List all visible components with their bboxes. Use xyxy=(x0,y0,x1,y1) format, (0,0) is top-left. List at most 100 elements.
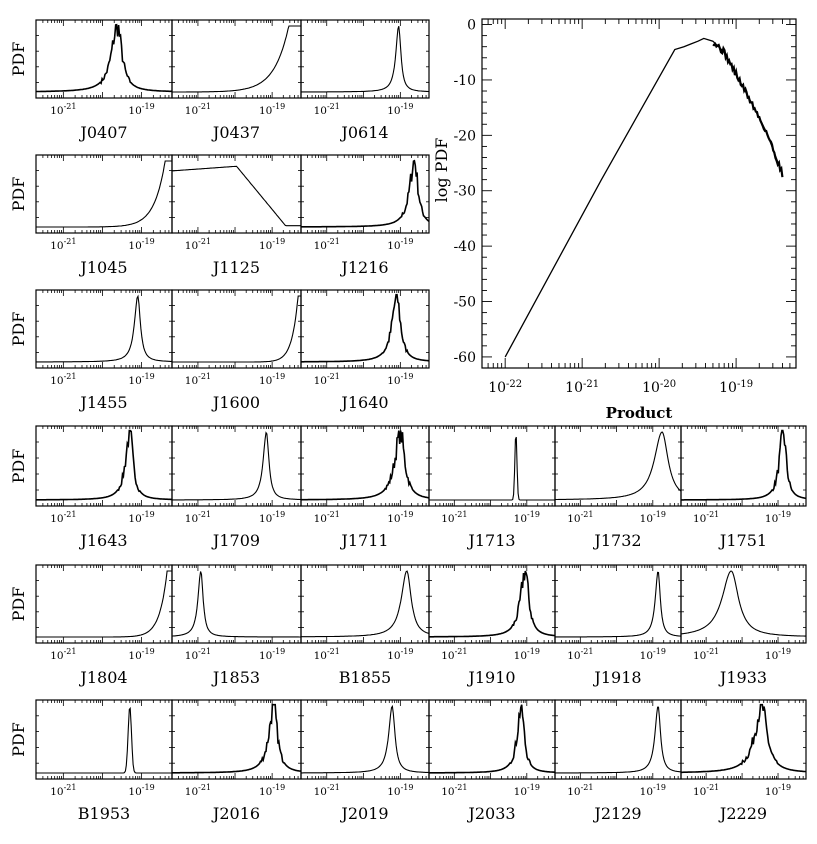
tick-label: 10-19 xyxy=(128,237,154,252)
tick-label: 10-19 xyxy=(259,647,285,662)
tick-label: 10-21 xyxy=(185,510,211,525)
pdf-curve xyxy=(36,706,172,774)
pdf-curve xyxy=(429,570,556,638)
pdf-curve xyxy=(555,706,682,774)
pulsar-name: J1918 xyxy=(592,668,641,687)
tick-label: 10-19 xyxy=(640,783,666,798)
x-tick-label: 10-19 xyxy=(719,379,753,396)
tick-label: 10-21 xyxy=(567,647,593,662)
tick-label: 10-21 xyxy=(50,510,76,525)
tick-label: 10-21 xyxy=(314,647,340,662)
panel-frame xyxy=(300,289,430,369)
pdf-curve xyxy=(429,704,555,774)
pulsar-name: J1216 xyxy=(339,258,388,277)
panel-j1640: 10-21 10-19 J1640 xyxy=(300,289,430,412)
pdf-axis-label: PDF xyxy=(9,312,28,347)
pulsar-name: J1125 xyxy=(211,258,260,277)
pulsar-name: J2229 xyxy=(718,804,767,823)
tick-label: 10-19 xyxy=(640,647,666,662)
tick-label: 10-21 xyxy=(693,647,719,662)
panel-frame xyxy=(171,699,302,780)
pulsar-name: J1640 xyxy=(339,393,388,412)
tick-label: 10-19 xyxy=(387,647,413,662)
pdf-curve xyxy=(681,429,807,501)
tick-label: 10-21 xyxy=(314,510,340,525)
pdf-curve xyxy=(301,293,430,363)
pulsar-name: J2016 xyxy=(211,804,260,823)
tick-label: 10-21 xyxy=(567,783,593,798)
pdf-curve xyxy=(172,25,301,93)
pulsar-name: J1853 xyxy=(211,668,260,687)
pdf-curve xyxy=(36,429,172,501)
panel-j1751: 10-21 10-19 J1751 xyxy=(680,425,807,550)
pulsar-name: J1751 xyxy=(718,531,767,550)
pdf-axis-label: PDF xyxy=(9,449,28,484)
pdf-curve xyxy=(36,294,172,363)
pulsar-name: J1709 xyxy=(211,531,260,550)
pdf-curve xyxy=(301,570,430,638)
tick-label: 10-19 xyxy=(765,647,791,662)
pulsar-name: J1732 xyxy=(592,531,641,550)
pulsar-name: J1933 xyxy=(718,668,767,687)
tick-label: 10-19 xyxy=(128,647,154,662)
x-axis-title: Product xyxy=(606,404,673,422)
tick-label: 10-19 xyxy=(128,372,154,387)
pulsar-name: B1855 xyxy=(339,668,391,687)
tick-label: 10-21 xyxy=(50,647,76,662)
panel-b1953: 10-21 10-19 B1953 PDF xyxy=(9,699,173,823)
y-tick-label: -60 xyxy=(453,350,476,366)
tick-label: 10-19 xyxy=(259,372,285,387)
tick-label: 10-19 xyxy=(514,647,540,662)
pdf-curve xyxy=(172,295,301,363)
pulsar-name: J1910 xyxy=(466,668,515,687)
panel-frame xyxy=(35,564,173,644)
tick-label: 10-21 xyxy=(314,372,340,387)
tick-label: 10-21 xyxy=(185,102,211,117)
panel-j1910: 10-21 10-19 J1910 xyxy=(428,564,556,687)
pdf-axis-label: PDF xyxy=(9,587,28,622)
pdf-curve xyxy=(301,26,429,93)
panel-frame xyxy=(680,425,807,507)
y-axis-title: log PDF xyxy=(432,138,451,203)
panel-j2019: 10-21 10-19 J2019 xyxy=(300,699,430,823)
panel-j2016: 10-21 10-19 J2016 xyxy=(171,699,302,823)
panel-j1918: 10-21 10-19 J1918 xyxy=(554,564,682,687)
panel-j1933: 10-21 10-19 J1933 xyxy=(680,564,807,687)
tick-label: 10-21 xyxy=(441,510,467,525)
panel-frame xyxy=(680,564,807,644)
tick-label: 10-19 xyxy=(259,783,285,798)
pulsar-name: J1600 xyxy=(211,393,260,412)
tick-label: 10-19 xyxy=(514,783,540,798)
pdf-curve xyxy=(429,436,555,501)
tick-label: 10-19 xyxy=(259,102,285,117)
pdf-axis-label: PDF xyxy=(9,177,28,212)
tick-label: 10-19 xyxy=(387,237,413,252)
panel-frame xyxy=(171,289,302,369)
panel-j1125: 10-21 10-19 J1125 xyxy=(171,154,302,277)
pdf-curve xyxy=(171,165,301,227)
tick-label: 10-21 xyxy=(185,783,211,798)
tick-label: 10-21 xyxy=(50,783,76,798)
tick-label: 10-21 xyxy=(185,372,211,387)
pdf-axis-label: PDF xyxy=(9,42,28,77)
plot-frame xyxy=(481,18,797,369)
panel-frame xyxy=(35,154,173,234)
pdf-curve xyxy=(301,704,430,774)
pdf-curve xyxy=(172,431,301,501)
tick-label: 10-19 xyxy=(128,783,154,798)
tick-label: 10-19 xyxy=(387,510,413,525)
pdf-curve xyxy=(171,571,301,638)
tick-label: 10-19 xyxy=(259,237,285,252)
pdf-curve xyxy=(555,431,682,501)
panel-frame xyxy=(554,425,682,507)
x-tick-label: 10-22 xyxy=(488,379,522,396)
tick-label: 10-19 xyxy=(128,510,154,525)
y-tick-label: 0 xyxy=(467,18,476,34)
pulsar-name: J0407 xyxy=(78,123,127,142)
panel-frame xyxy=(554,699,682,780)
tick-label: 10-21 xyxy=(314,783,340,798)
x-tick-label: 10-21 xyxy=(565,379,599,396)
panel-frame xyxy=(300,564,430,644)
